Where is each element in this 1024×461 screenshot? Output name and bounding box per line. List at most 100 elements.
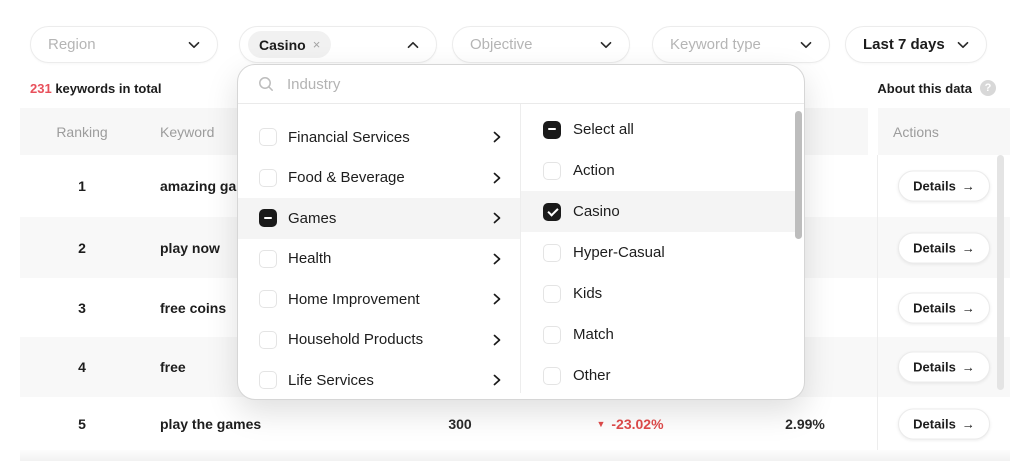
table-scrollbar[interactable] [997, 155, 1004, 390]
next-row-peek [20, 450, 1010, 461]
about-this-data[interactable]: About this data ? [877, 80, 996, 96]
industry-option[interactable]: Health [238, 239, 520, 280]
checkbox-unchecked-icon[interactable] [259, 168, 277, 187]
checkbox-unchecked-icon[interactable] [259, 330, 277, 349]
checkbox-unchecked-icon[interactable] [543, 161, 561, 180]
subcategory-option[interactable]: Action [521, 150, 798, 191]
table-row[interactable]: 3 free coins Details → [20, 278, 1010, 337]
industry-search-row [238, 65, 804, 104]
chevron-right-icon [493, 212, 501, 224]
subcategory-option[interactable]: Match [521, 314, 798, 355]
search-volume-cell: 300 [448, 415, 472, 432]
chevron-right-icon [493, 334, 501, 346]
chevron-down-icon [600, 41, 612, 48]
subcategory-option[interactable]: Kids [521, 273, 798, 314]
details-button[interactable]: Details → [898, 408, 990, 439]
chevron-right-icon [493, 374, 501, 386]
region-filter[interactable]: Region [30, 26, 218, 63]
objective-filter-placeholder: Objective [470, 36, 533, 53]
industry-filter[interactable]: Casino × [239, 26, 437, 63]
details-button[interactable]: Details → [898, 170, 990, 202]
checkbox-unchecked-icon[interactable] [259, 128, 277, 147]
details-button[interactable]: Details → [898, 232, 990, 263]
industry-dropdown-panel: Financial Services Food & Beverage Games… [237, 64, 805, 400]
ranking-cell: 5 [78, 415, 86, 432]
checkbox-unchecked-icon[interactable] [259, 371, 277, 390]
subcategory-option-label: Action [573, 162, 615, 179]
industry-option-label: Life Services [288, 371, 374, 389]
checkbox-checked-icon[interactable] [543, 202, 561, 221]
column-header-keyword: Keyword [160, 123, 215, 140]
checkbox-unchecked-icon[interactable] [543, 366, 561, 385]
industry-chip-label: Casino [259, 36, 306, 53]
keyword-cell: play now [160, 239, 220, 256]
details-button[interactable]: Details → [898, 351, 990, 383]
industry-option[interactable]: Home Improvement [238, 279, 520, 320]
subcategory-option-select-all[interactable]: Select all [521, 109, 798, 150]
industry-option[interactable]: Food & Beverage [238, 158, 520, 199]
arrow-right-icon: → [961, 359, 975, 375]
subcategory-list: Select all Action Casino Hyper-Casual Ki… [521, 104, 798, 399]
industry-selected-chip[interactable]: Casino × [248, 31, 332, 58]
change-value: -23.02% [611, 415, 664, 432]
table-row[interactable]: 5 play the games 300 ▼ -23.02% 2.99% Deta… [20, 397, 1010, 450]
region-filter-placeholder: Region [48, 36, 96, 53]
details-button-label: Details [913, 416, 956, 431]
details-button-label: Details [913, 178, 956, 194]
dropdown-scrollbar[interactable] [795, 111, 802, 239]
arrow-right-icon: → [961, 178, 975, 194]
details-button[interactable]: Details → [898, 292, 990, 323]
subcategory-option[interactable]: Other [521, 355, 798, 396]
checkbox-unchecked-icon[interactable] [259, 249, 277, 268]
subcategory-option-label: Casino [573, 203, 620, 220]
industry-list: Financial Services Food & Beverage Games… [238, 104, 520, 399]
chevron-down-icon [188, 41, 200, 48]
chevron-up-icon [407, 41, 419, 48]
chevron-down-icon [957, 41, 969, 48]
trend-down-icon: ▼ [596, 418, 606, 429]
date-range-filter[interactable]: Last 7 days [845, 26, 987, 63]
industry-option[interactable]: Games [238, 198, 520, 239]
keyword-count-summary: 231 keywords in total [30, 81, 162, 96]
checkbox-indeterminate-icon[interactable] [543, 120, 561, 139]
ranking-cell: 1 [78, 178, 86, 194]
objective-filter[interactable]: Objective [452, 26, 630, 63]
keyword-cell: free coins [160, 299, 227, 316]
checkbox-unchecked-icon[interactable] [543, 243, 561, 262]
chevron-right-icon [493, 131, 501, 143]
ranking-cell: 4 [78, 359, 86, 375]
help-icon[interactable]: ? [980, 80, 996, 96]
keyword-type-filter[interactable]: Keyword type [652, 26, 830, 63]
ctr-cell: 2.99% [785, 415, 825, 432]
column-header-ranking: Ranking [56, 123, 108, 140]
subcategory-option-label: Kids [573, 285, 603, 302]
arrow-right-icon: → [961, 300, 975, 315]
industry-option[interactable]: Life Services [238, 360, 520, 399]
table-row[interactable]: 1 amazing ga Details → [20, 155, 1010, 217]
chip-remove-icon[interactable]: × [312, 37, 321, 52]
details-button-label: Details [913, 300, 956, 315]
subcategory-option-label: Other [573, 367, 611, 384]
checkbox-unchecked-icon[interactable] [259, 290, 277, 309]
checkbox-unchecked-icon[interactable] [543, 284, 561, 303]
industry-search-input[interactable] [285, 74, 784, 94]
date-range-value: Last 7 days [863, 36, 945, 53]
subcategory-option[interactable]: Casino [521, 191, 798, 232]
subcategory-option[interactable]: Hyper-Casual [521, 232, 798, 273]
industry-option[interactable]: Household Products [238, 320, 520, 361]
ranking-cell: 2 [78, 239, 86, 256]
checkbox-indeterminate-icon[interactable] [259, 209, 277, 228]
industry-option-label: Financial Services [288, 128, 410, 146]
dropdown-column-divider [520, 104, 521, 393]
search-icon [259, 77, 273, 91]
checkbox-unchecked-icon[interactable] [543, 325, 561, 344]
arrow-right-icon: → [961, 240, 975, 255]
actions-cell: Details → [878, 408, 1010, 439]
keyword-count: 231 [30, 81, 52, 96]
keyword-cell: free [160, 359, 186, 375]
column-header-actions: Actions [893, 123, 939, 140]
actions-column-divider [877, 155, 878, 450]
industry-option[interactable]: Financial Services [238, 117, 520, 158]
industry-option-label: Home Improvement [288, 290, 420, 308]
chevron-right-icon [493, 172, 501, 184]
